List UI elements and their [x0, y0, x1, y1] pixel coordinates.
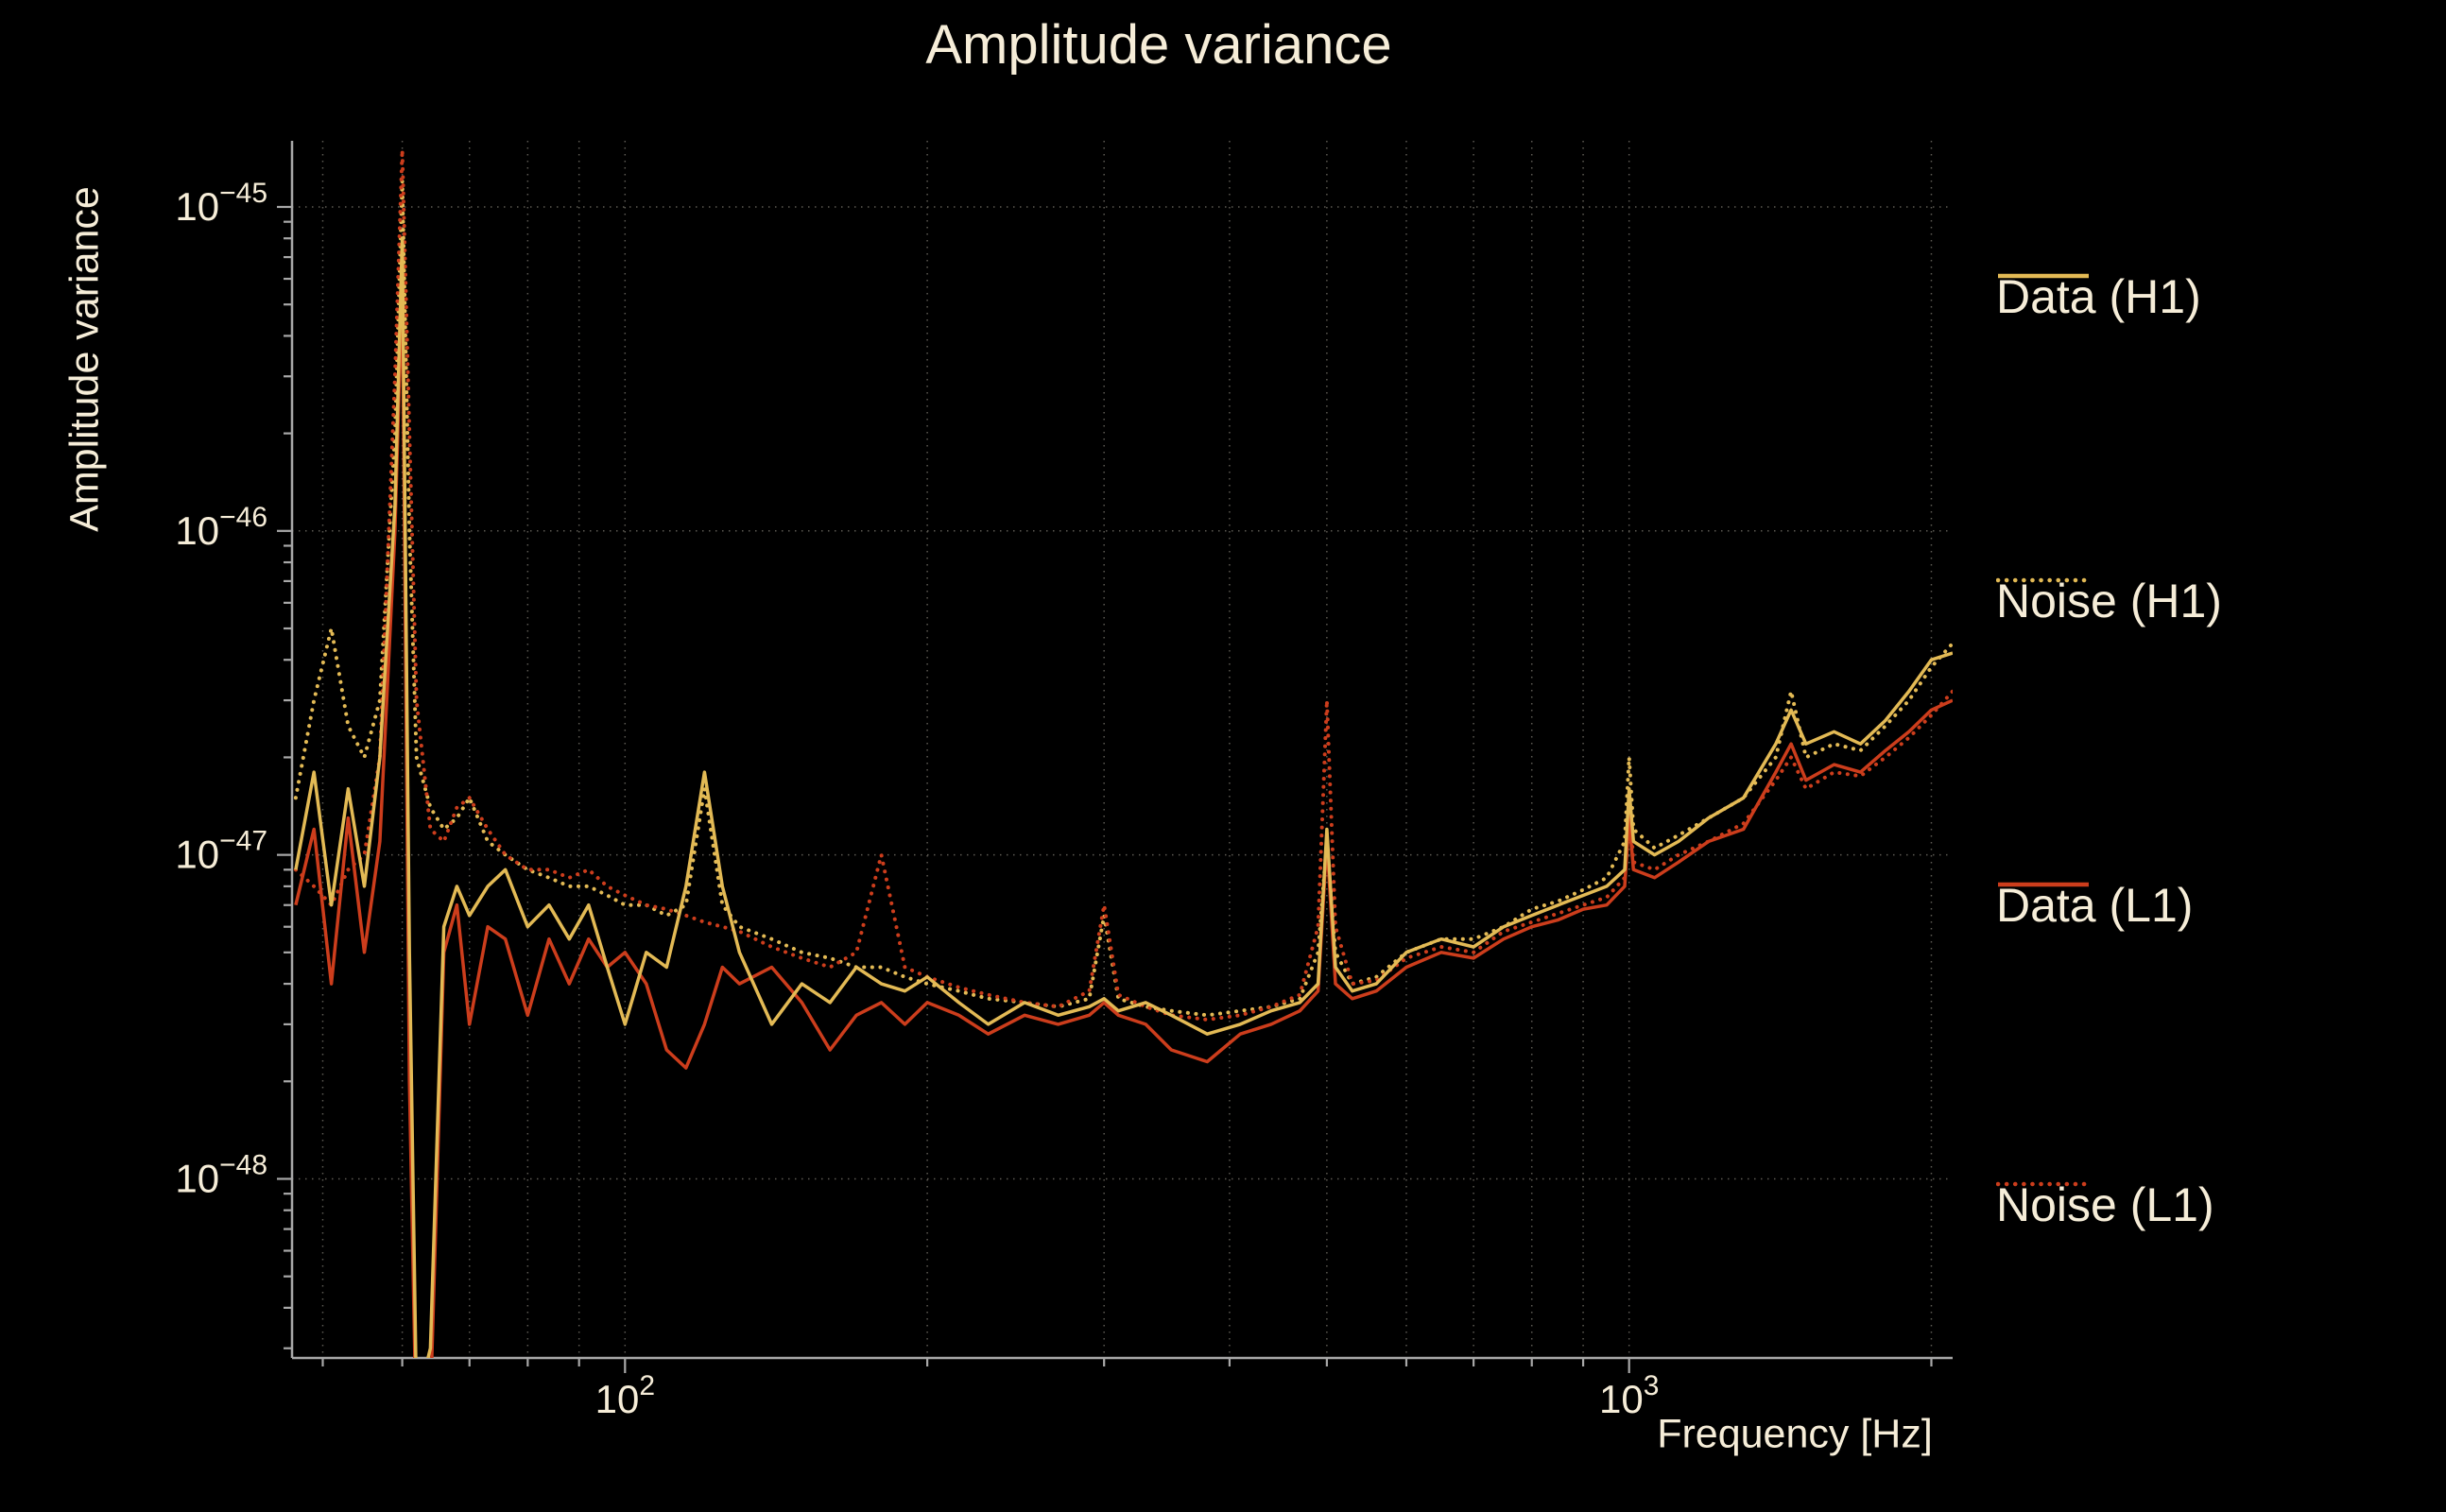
y-axis-label: Amplitude variance	[61, 186, 108, 532]
tick-label: 10−48	[175, 1149, 267, 1200]
legend-line-sample-solid	[1998, 882, 2089, 887]
chart-title: Amplitude variance	[925, 14, 1392, 76]
gridlines	[292, 141, 1953, 1358]
legend-item-data-l1: Data (L1)	[1996, 879, 2193, 932]
series-line-data-l1	[294, 277, 1953, 1358]
tick-label: 10−47	[175, 826, 267, 877]
legend-item-noise-l1: Noise (L1)	[1996, 1178, 2214, 1231]
legend-item-noise-h1: Noise (H1)	[1996, 575, 2222, 627]
legend-label: Noise (H1)	[1996, 575, 2222, 627]
legend-line-sample-solid	[1998, 273, 2089, 279]
tick-label: 102	[595, 1370, 655, 1421]
x-axis-label: Frequency [Hz]	[1657, 1411, 1933, 1457]
axis-ticks	[277, 205, 1933, 1373]
axes-spines	[290, 141, 1953, 1360]
tick-label: 10−46	[175, 502, 267, 553]
tick-label: 10−45	[175, 178, 267, 229]
tick-label: 103	[1599, 1370, 1659, 1421]
series-line-noise-h1	[293, 179, 1953, 1018]
series-line-data-h1	[294, 236, 1953, 1358]
legend-label: Noise (L1)	[1996, 1178, 2214, 1231]
legend-line-sample-dotted	[1996, 577, 2091, 583]
legend-label: Data (H1)	[1996, 270, 2201, 323]
legend-item-data-h1: Data (H1)	[1996, 270, 2201, 323]
legend-line-sample-dotted	[1996, 1181, 2091, 1187]
series-lines	[293, 147, 1953, 1358]
legend-label: Data (L1)	[1996, 879, 2194, 932]
series-line-noise-l1	[293, 147, 1953, 1022]
